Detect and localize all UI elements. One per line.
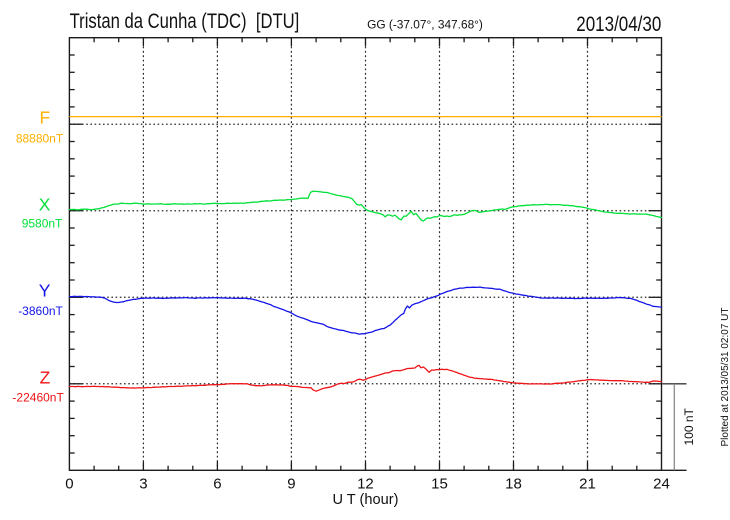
svg-text:9580nT: 9580nT xyxy=(22,217,63,231)
svg-text:F: F xyxy=(39,107,50,127)
svg-text:9: 9 xyxy=(287,475,295,492)
svg-text:U T (hour): U T (hour) xyxy=(332,491,398,508)
svg-text:88880nT: 88880nT xyxy=(16,131,64,145)
svg-text:Y: Y xyxy=(39,280,51,300)
svg-text:100 nT: 100 nT xyxy=(682,407,696,445)
svg-text:24: 24 xyxy=(653,475,670,492)
svg-text:X: X xyxy=(39,195,51,215)
svg-text:2013/04/30: 2013/04/30 xyxy=(576,13,661,36)
svg-text:21: 21 xyxy=(579,475,596,492)
svg-text:-22460nT: -22460nT xyxy=(12,390,64,404)
svg-text:Plotted at 2013/05/31 02:07 UT: Plotted at 2013/05/31 02:07 UT xyxy=(720,308,730,447)
svg-text:15: 15 xyxy=(431,475,448,492)
svg-text:GG (-37.07°, 347.68°): GG (-37.07°, 347.68°) xyxy=(367,17,483,31)
svg-text:-3860nT: -3860nT xyxy=(18,304,63,318)
svg-text:12: 12 xyxy=(357,475,374,492)
svg-text:Z: Z xyxy=(40,368,51,388)
svg-text:0: 0 xyxy=(65,475,73,492)
svg-text:3: 3 xyxy=(139,475,147,492)
svg-text:Tristan da Cunha (TDC) [DTU]: Tristan da Cunha (TDC) [DTU] xyxy=(70,10,300,33)
svg-text:6: 6 xyxy=(213,475,221,492)
svg-text:18: 18 xyxy=(505,475,522,492)
